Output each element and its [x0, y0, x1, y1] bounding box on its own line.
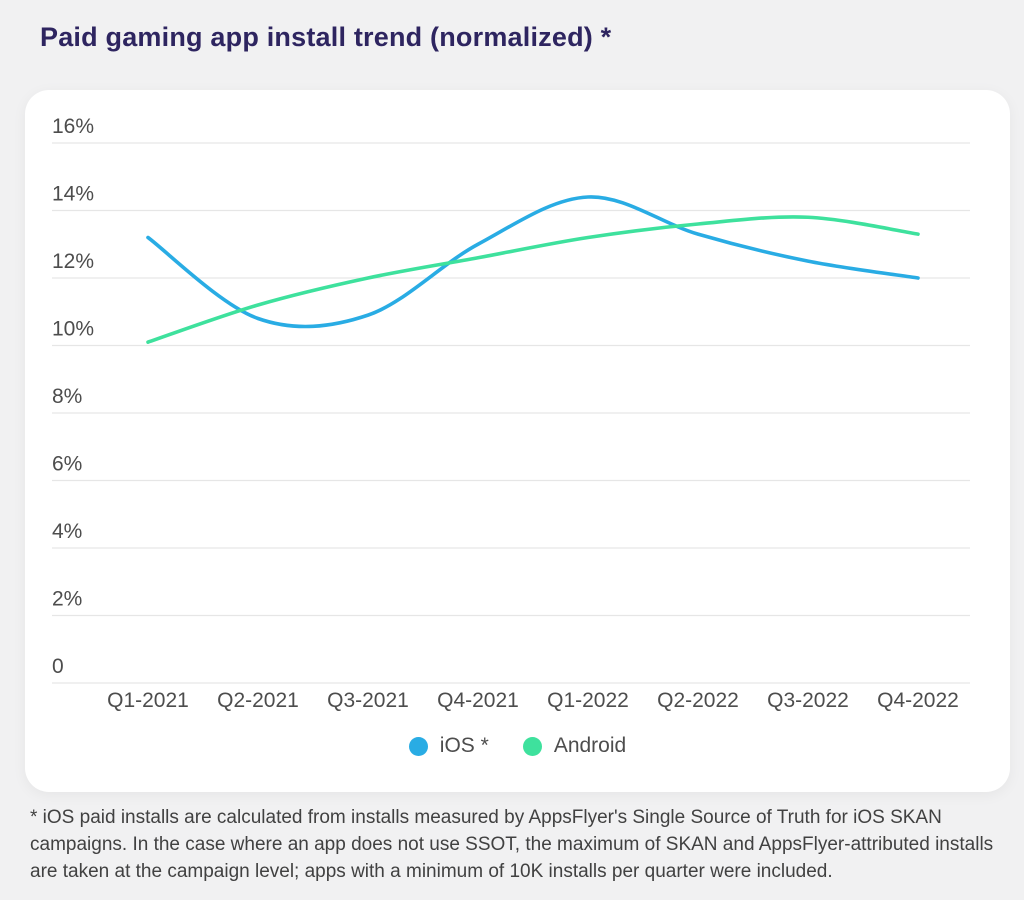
svg-text:8%: 8%	[52, 385, 82, 408]
chart-footnote: * iOS paid installs are calculated from …	[30, 807, 994, 882]
svg-text:Q2-2021: Q2-2021	[217, 689, 299, 712]
legend-item-ios: iOS *	[408, 734, 489, 758]
svg-text:Q3-2021: Q3-2021	[327, 689, 409, 712]
svg-text:Q4-2022: Q4-2022	[877, 689, 959, 712]
chart-card: 0 2% 4% 6% 8% 10% 12% 14% 16% Q1-2021 Q2-2021 Q3-20…	[25, 90, 1010, 792]
svg-text:Q1-2022: Q1-2022	[547, 689, 629, 712]
svg-text:16%: 16%	[52, 115, 94, 138]
svg-text:Q2-2022: Q2-2022	[657, 689, 739, 712]
svg-text:2%: 2%	[52, 588, 82, 611]
legend-item-android: Android	[522, 734, 627, 758]
svg-text:4%: 4%	[52, 520, 82, 543]
svg-text:0: 0	[52, 655, 64, 678]
chart-legend: iOS * Android	[25, 734, 1010, 758]
ios-series-dot-icon	[408, 736, 428, 756]
svg-text:6%: 6%	[52, 453, 82, 476]
svg-text:12%: 12%	[52, 250, 94, 273]
page-title: Paid gaming app install trend (normalize…	[40, 22, 612, 52]
legend-label-android: Android	[553, 734, 627, 757]
svg-text:Q3-2022: Q3-2022	[767, 689, 849, 712]
svg-text:10%: 10%	[52, 318, 94, 341]
legend-label-ios: iOS *	[439, 734, 489, 757]
svg-text:Q1-2021: Q1-2021	[107, 689, 189, 712]
svg-text:14%: 14%	[52, 183, 94, 206]
line-chart: 0 2% 4% 6% 8% 10% 12% 14% 16% Q1-2021 Q2-2021 Q3-20…	[52, 115, 970, 712]
svg-text:Q4-2021: Q4-2021	[437, 689, 519, 712]
android-series-dot-icon	[522, 736, 542, 756]
